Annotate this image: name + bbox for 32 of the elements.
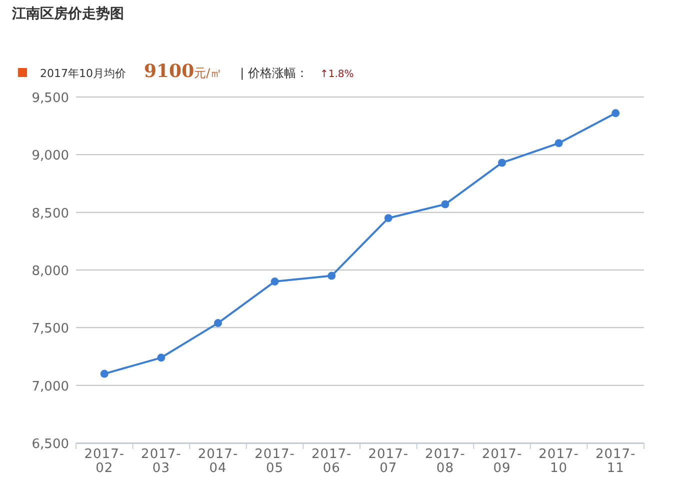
point <box>100 370 108 378</box>
x-tick-label: 2017-04 <box>198 447 238 476</box>
chart-title: 江南区房价走势图 <box>11 5 124 22</box>
x-tick-label: 2017-07 <box>368 447 409 476</box>
x-tick-label: 2017-10 <box>538 447 579 476</box>
point <box>157 354 166 362</box>
x-tick-label: 2017-11 <box>595 447 636 476</box>
y-tick-label: 7,000 <box>32 379 69 394</box>
x-tick-label: 2017-02 <box>84 447 125 476</box>
point <box>270 278 279 286</box>
x-tick-label: 2017-08 <box>425 447 466 476</box>
text: | 价格涨幅： <box>240 66 308 80</box>
point <box>384 214 392 222</box>
point <box>328 272 336 280</box>
y-tick-label: 8,000 <box>32 264 69 279</box>
x-tick-label: 2017-06 <box>311 447 352 476</box>
point <box>214 319 222 328</box>
x-tick-label: 2017-03 <box>141 447 182 476</box>
text: ↑1.8% <box>320 69 354 80</box>
y-tick-label: 6,500 <box>32 437 69 452</box>
text: 9100元/㎡ <box>144 61 222 82</box>
x-tick-label: 2017-09 <box>482 447 522 476</box>
y-tick-label: 9,000 <box>32 148 69 164</box>
point <box>498 158 506 167</box>
y-tick-label: 7,500 <box>32 322 69 337</box>
point <box>554 139 563 148</box>
text: 2017年10月均价 <box>40 67 126 80</box>
y-tick-label: 8,500 <box>32 206 69 222</box>
point <box>612 109 620 118</box>
x-tick-label: 2017-05 <box>254 447 295 476</box>
y-tick-label: 9,500 <box>32 91 69 106</box>
point <box>441 200 450 208</box>
